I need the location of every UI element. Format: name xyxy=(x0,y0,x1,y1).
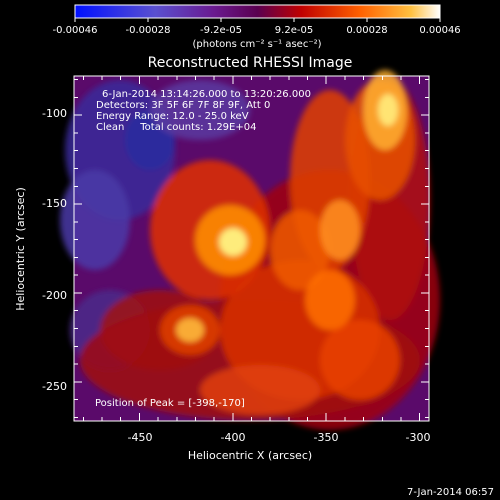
colorbar-tick-label: -0.00028 xyxy=(126,25,171,36)
peak-position-label: Position of Peak = [-398,-170] xyxy=(95,398,245,409)
info-time-range: 6-Jan-2014 13:14:26.000 to 13:20:26.000 xyxy=(102,89,311,100)
colorbar-ticks xyxy=(74,18,441,22)
image-map xyxy=(60,70,440,430)
info-energy-range: Energy Range: 12.0 - 25.0 keV xyxy=(96,111,249,122)
info-detectors: Detectors: 3F 5F 6F 7F 8F 9F, Att 0 xyxy=(96,100,270,111)
colorbar-tick-label: -9.2e-05 xyxy=(200,25,242,36)
colorbar-tick-label: -0.00046 xyxy=(53,25,98,36)
colorbar-tick-label: 0.00028 xyxy=(346,25,387,36)
y-tick-label: -250 xyxy=(42,380,67,393)
info-block: 6-Jan-2014 13:14:26.000 to 13:20:26.000 … xyxy=(96,89,311,133)
footer-date: 7-Jan-2014 06:57 xyxy=(407,487,494,498)
info-clean-counts: Clean Total counts: 1.29E+04 xyxy=(96,122,256,133)
x-tick-label: -350 xyxy=(314,431,339,444)
y-tick-labels: -100 -150 -200 -250 xyxy=(42,107,67,393)
y-axis-label: Heliocentric Y (arcsec) xyxy=(14,187,27,311)
colorbar xyxy=(74,4,441,19)
x-tick-label: -300 xyxy=(406,431,431,444)
y-tick-label: -150 xyxy=(42,197,67,210)
plot-title: Reconstructed RHESSI Image xyxy=(148,55,353,71)
y-axis-ticks xyxy=(74,79,429,418)
colorbar-tick-label: 0.00046 xyxy=(419,25,460,36)
x-axis-label: Heliocentric X (arcsec) xyxy=(188,449,312,462)
x-tick-label: -400 xyxy=(221,431,246,444)
x-axis-ticks xyxy=(82,76,421,421)
colorbar-units-label: (photons cm⁻² s⁻¹ asec⁻²) xyxy=(192,39,321,50)
y-tick-label: -100 xyxy=(42,107,67,120)
colorbar-tick-label: 9.2e-05 xyxy=(275,25,313,36)
y-tick-label: -200 xyxy=(42,289,67,302)
x-tick-label: -450 xyxy=(128,431,153,444)
x-tick-labels: -450 -400 -350 -300 xyxy=(128,431,431,444)
colorbar-tick-labels: -0.00046 -0.00028 -9.2e-05 9.2e-05 0.000… xyxy=(53,25,461,36)
